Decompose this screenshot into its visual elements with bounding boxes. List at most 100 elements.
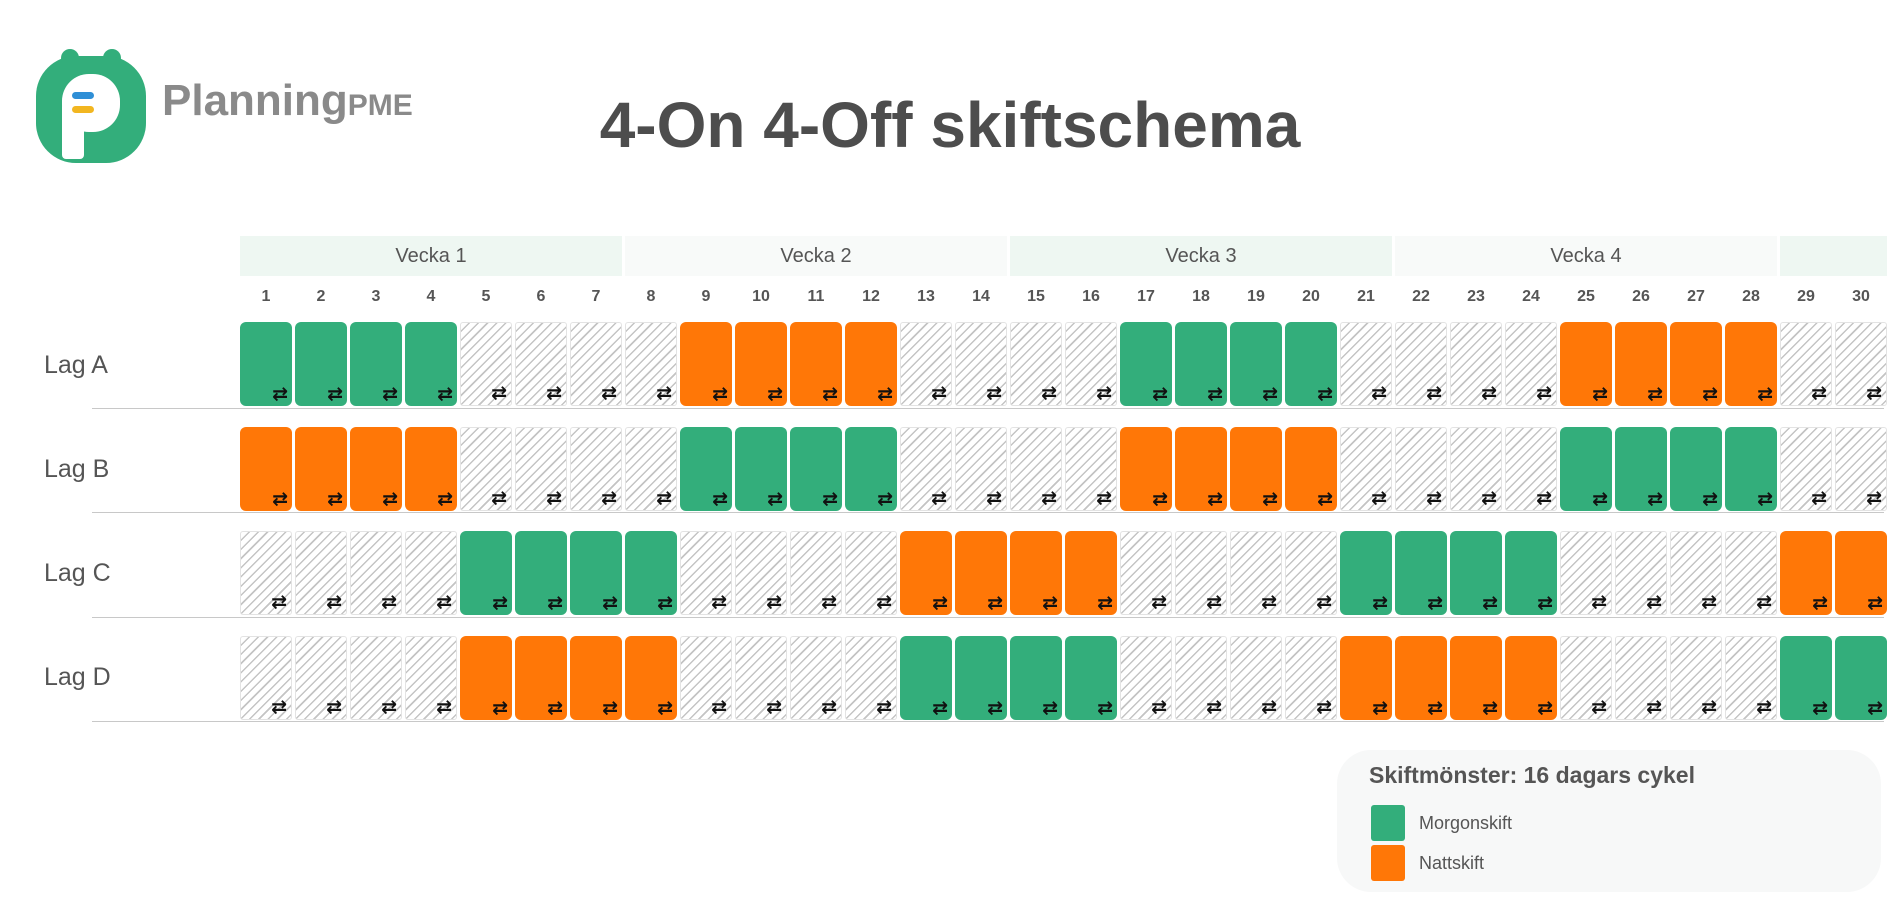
shift-cell-off[interactable]: ⇄ [1615, 636, 1667, 720]
shift-cell-morning[interactable]: ⇄ [295, 322, 347, 406]
shift-cell-off[interactable]: ⇄ [1450, 427, 1502, 511]
shift-cell-night[interactable]: ⇄ [1120, 427, 1172, 511]
shift-cell-off[interactable]: ⇄ [1780, 322, 1832, 406]
shift-cell-night[interactable]: ⇄ [295, 427, 347, 511]
shift-cell-off[interactable]: ⇄ [570, 322, 622, 406]
shift-cell-off[interactable]: ⇄ [460, 427, 512, 511]
shift-cell-morning[interactable]: ⇄ [1230, 322, 1282, 406]
shift-cell-off[interactable]: ⇄ [1065, 322, 1117, 406]
shift-cell-off[interactable]: ⇄ [1450, 322, 1502, 406]
shift-cell-off[interactable]: ⇄ [1725, 636, 1777, 720]
shift-cell-off[interactable]: ⇄ [1505, 427, 1557, 511]
shift-cell-night[interactable]: ⇄ [350, 427, 402, 511]
shift-cell-morning[interactable]: ⇄ [1670, 427, 1722, 511]
shift-cell-night[interactable]: ⇄ [1010, 531, 1062, 615]
shift-cell-night[interactable]: ⇄ [460, 636, 512, 720]
shift-cell-morning[interactable]: ⇄ [1780, 636, 1832, 720]
shift-cell-off[interactable]: ⇄ [240, 636, 292, 720]
shift-cell-morning[interactable]: ⇄ [515, 531, 567, 615]
shift-cell-off[interactable]: ⇄ [295, 636, 347, 720]
shift-cell-night[interactable]: ⇄ [1395, 636, 1447, 720]
shift-cell-morning[interactable]: ⇄ [735, 427, 787, 511]
shift-cell-night[interactable]: ⇄ [680, 322, 732, 406]
shift-cell-off[interactable]: ⇄ [350, 531, 402, 615]
shift-cell-off[interactable]: ⇄ [625, 427, 677, 511]
shift-cell-night[interactable]: ⇄ [1340, 636, 1392, 720]
shift-cell-night[interactable]: ⇄ [240, 427, 292, 511]
shift-cell-off[interactable]: ⇄ [680, 531, 732, 615]
shift-cell-off[interactable]: ⇄ [1670, 636, 1722, 720]
shift-cell-off[interactable]: ⇄ [1780, 427, 1832, 511]
shift-cell-off[interactable]: ⇄ [1615, 531, 1667, 615]
shift-cell-off[interactable]: ⇄ [350, 636, 402, 720]
shift-cell-off[interactable]: ⇄ [900, 322, 952, 406]
shift-cell-off[interactable]: ⇄ [1285, 636, 1337, 720]
shift-cell-off[interactable]: ⇄ [1175, 531, 1227, 615]
shift-cell-off[interactable]: ⇄ [1340, 427, 1392, 511]
shift-cell-off[interactable]: ⇄ [1560, 636, 1612, 720]
shift-cell-off[interactable]: ⇄ [515, 322, 567, 406]
shift-cell-off[interactable]: ⇄ [790, 531, 842, 615]
shift-cell-morning[interactable]: ⇄ [900, 636, 952, 720]
shift-cell-off[interactable]: ⇄ [295, 531, 347, 615]
shift-cell-off[interactable]: ⇄ [515, 427, 567, 511]
shift-cell-off[interactable]: ⇄ [625, 322, 677, 406]
shift-cell-night[interactable]: ⇄ [1505, 636, 1557, 720]
shift-cell-off[interactable]: ⇄ [1835, 322, 1887, 406]
shift-cell-off[interactable]: ⇄ [845, 531, 897, 615]
shift-cell-off[interactable]: ⇄ [1120, 636, 1172, 720]
shift-cell-night[interactable]: ⇄ [1560, 322, 1612, 406]
shift-cell-off[interactable]: ⇄ [1010, 427, 1062, 511]
shift-cell-morning[interactable]: ⇄ [570, 531, 622, 615]
shift-cell-morning[interactable]: ⇄ [1285, 322, 1337, 406]
shift-cell-off[interactable]: ⇄ [735, 636, 787, 720]
shift-cell-morning[interactable]: ⇄ [1395, 531, 1447, 615]
shift-cell-off[interactable]: ⇄ [1395, 427, 1447, 511]
shift-cell-off[interactable]: ⇄ [955, 322, 1007, 406]
shift-cell-morning[interactable]: ⇄ [1450, 531, 1502, 615]
shift-cell-morning[interactable]: ⇄ [240, 322, 292, 406]
shift-cell-morning[interactable]: ⇄ [1120, 322, 1172, 406]
shift-cell-night[interactable]: ⇄ [405, 427, 457, 511]
shift-cell-off[interactable]: ⇄ [735, 531, 787, 615]
shift-cell-off[interactable]: ⇄ [240, 531, 292, 615]
shift-cell-morning[interactable]: ⇄ [1010, 636, 1062, 720]
shift-cell-off[interactable]: ⇄ [900, 427, 952, 511]
shift-cell-off[interactable]: ⇄ [1835, 427, 1887, 511]
shift-cell-off[interactable]: ⇄ [1230, 636, 1282, 720]
shift-cell-off[interactable]: ⇄ [845, 636, 897, 720]
shift-cell-morning[interactable]: ⇄ [790, 427, 842, 511]
shift-cell-morning[interactable]: ⇄ [680, 427, 732, 511]
shift-cell-morning[interactable]: ⇄ [1615, 427, 1667, 511]
shift-cell-morning[interactable]: ⇄ [1505, 531, 1557, 615]
shift-cell-night[interactable]: ⇄ [1725, 322, 1777, 406]
shift-cell-night[interactable]: ⇄ [1175, 427, 1227, 511]
shift-cell-morning[interactable]: ⇄ [955, 636, 1007, 720]
shift-cell-morning[interactable]: ⇄ [1340, 531, 1392, 615]
shift-cell-morning[interactable]: ⇄ [1065, 636, 1117, 720]
shift-cell-off[interactable]: ⇄ [1340, 322, 1392, 406]
shift-cell-night[interactable]: ⇄ [515, 636, 567, 720]
shift-cell-morning[interactable]: ⇄ [350, 322, 402, 406]
shift-cell-off[interactable]: ⇄ [405, 531, 457, 615]
shift-cell-night[interactable]: ⇄ [625, 636, 677, 720]
shift-cell-morning[interactable]: ⇄ [1175, 322, 1227, 406]
shift-cell-off[interactable]: ⇄ [570, 427, 622, 511]
shift-cell-morning[interactable]: ⇄ [625, 531, 677, 615]
shift-cell-night[interactable]: ⇄ [735, 322, 787, 406]
shift-cell-off[interactable]: ⇄ [790, 636, 842, 720]
shift-cell-night[interactable]: ⇄ [845, 322, 897, 406]
shift-cell-morning[interactable]: ⇄ [1560, 427, 1612, 511]
shift-cell-night[interactable]: ⇄ [900, 531, 952, 615]
shift-cell-morning[interactable]: ⇄ [1725, 427, 1777, 511]
shift-cell-night[interactable]: ⇄ [955, 531, 1007, 615]
shift-cell-off[interactable]: ⇄ [1120, 531, 1172, 615]
shift-cell-morning[interactable]: ⇄ [405, 322, 457, 406]
shift-cell-off[interactable]: ⇄ [1670, 531, 1722, 615]
shift-cell-off[interactable]: ⇄ [955, 427, 1007, 511]
shift-cell-night[interactable]: ⇄ [1450, 636, 1502, 720]
shift-cell-off[interactable]: ⇄ [1175, 636, 1227, 720]
shift-cell-morning[interactable]: ⇄ [1835, 636, 1887, 720]
shift-cell-off[interactable]: ⇄ [1230, 531, 1282, 615]
shift-cell-night[interactable]: ⇄ [1065, 531, 1117, 615]
